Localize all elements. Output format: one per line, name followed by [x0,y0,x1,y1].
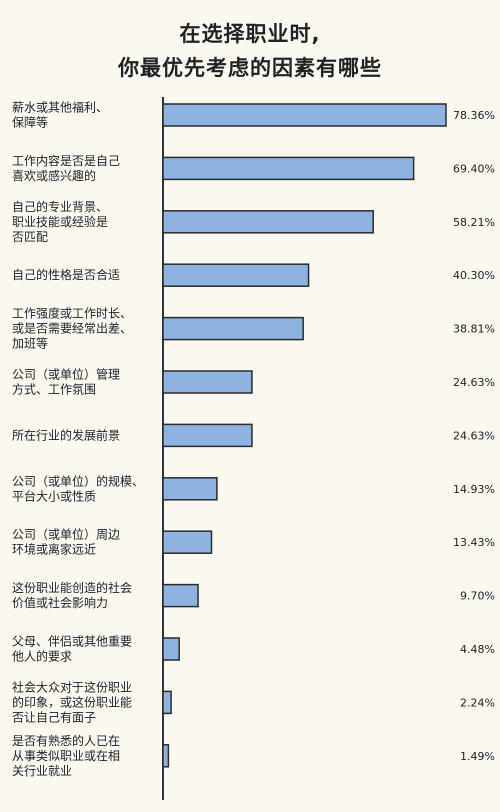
value-label-10: 4.48% [460,643,495,656]
category-label-12-line-1: 从事类似职业或在相 [12,749,120,763]
category-label-2-line-1: 职业技能或经验是 [12,214,108,229]
value-label-5: 24.63% [453,376,495,389]
value-label-11: 2.24% [460,696,495,709]
category-label-11-line-0: 社会大众对于这份职业 [12,679,132,694]
category-label-4-line-2: 加班等 [12,337,48,351]
value-label-8: 13.43% [453,536,495,549]
bar-1 [162,156,415,181]
value-label-9: 9.70% [460,590,495,603]
bar-0 [162,103,447,127]
category-label-4-line-1: 或是否需要经常出差、 [12,322,132,336]
category-label-4-line-0: 工作强度或工作时长、 [12,306,132,321]
value-label-4: 38.81% [453,323,495,336]
bar-12 [162,744,170,768]
category-label-5-line-0: 公司（或单位）管理 [12,367,120,382]
bar-7 [162,477,218,501]
bar-4 [162,316,304,341]
category-label-7-line-0: 公司（或单位）的规模、 [12,473,144,488]
category-label-12-line-2: 关行业就业 [12,764,72,778]
category-label-9-line-0: 这份职业能创造的社会 [12,580,132,595]
value-label-6: 24.63% [453,429,495,442]
category-label-9-line-1: 价值或社会影响力 [12,595,108,610]
category-label-3-line-0: 自己的性格是否合适 [12,267,120,282]
category-label-0-line-0: 薪水或其他福利、 [12,100,108,115]
bar-6 [162,423,253,448]
category-label-5-line-1: 方式、工作氛围 [12,382,96,397]
category-label-6-line-0: 所在行业的发展前景 [12,427,120,442]
category-label-10-line-1: 他人的要求 [12,649,72,664]
category-label-2-line-0: 自己的专业背景、 [12,199,108,214]
chart-title-line-1: 在选择职业时, [179,22,321,46]
category-label-7-line-1: 平台大小或性质 [12,488,96,503]
value-label-3: 40.30% [453,269,495,282]
value-label-1: 69.40% [453,162,495,175]
bar-9 [162,583,199,608]
category-label-12-line-0: 是否有熟悉的人已在 [12,733,120,748]
bar-8 [162,530,213,554]
value-label-2: 58.21% [453,216,495,229]
value-label-7: 14.93% [453,483,495,496]
bar-5 [162,370,253,394]
bar-2 [162,210,374,234]
value-label-0: 78.36% [453,109,495,122]
value-label-12: 1.49% [460,750,495,763]
bar-10 [162,637,180,661]
category-label-2-line-2: 否匹配 [12,230,48,244]
chart-title-line-2: 你最优先考虑的因素有哪些 [118,56,382,80]
category-label-8-line-1: 环境或离家远近 [12,542,96,557]
bar-11 [162,690,172,715]
category-label-8-line-0: 公司（或单位）周边 [12,527,120,542]
category-label-10-line-0: 父母、伴侣或其他重要 [12,634,132,649]
category-label-11-line-1: 的印象，或这份职业能 [12,694,132,709]
category-label-11-line-2: 否让自己有面子 [12,710,96,724]
bar-3 [162,263,310,287]
category-label-0-line-1: 保障等 [12,115,48,130]
category-label-1-line-1: 喜欢或感兴趣的 [12,168,96,183]
category-label-1-line-0: 工作内容是否是自己 [12,153,120,168]
